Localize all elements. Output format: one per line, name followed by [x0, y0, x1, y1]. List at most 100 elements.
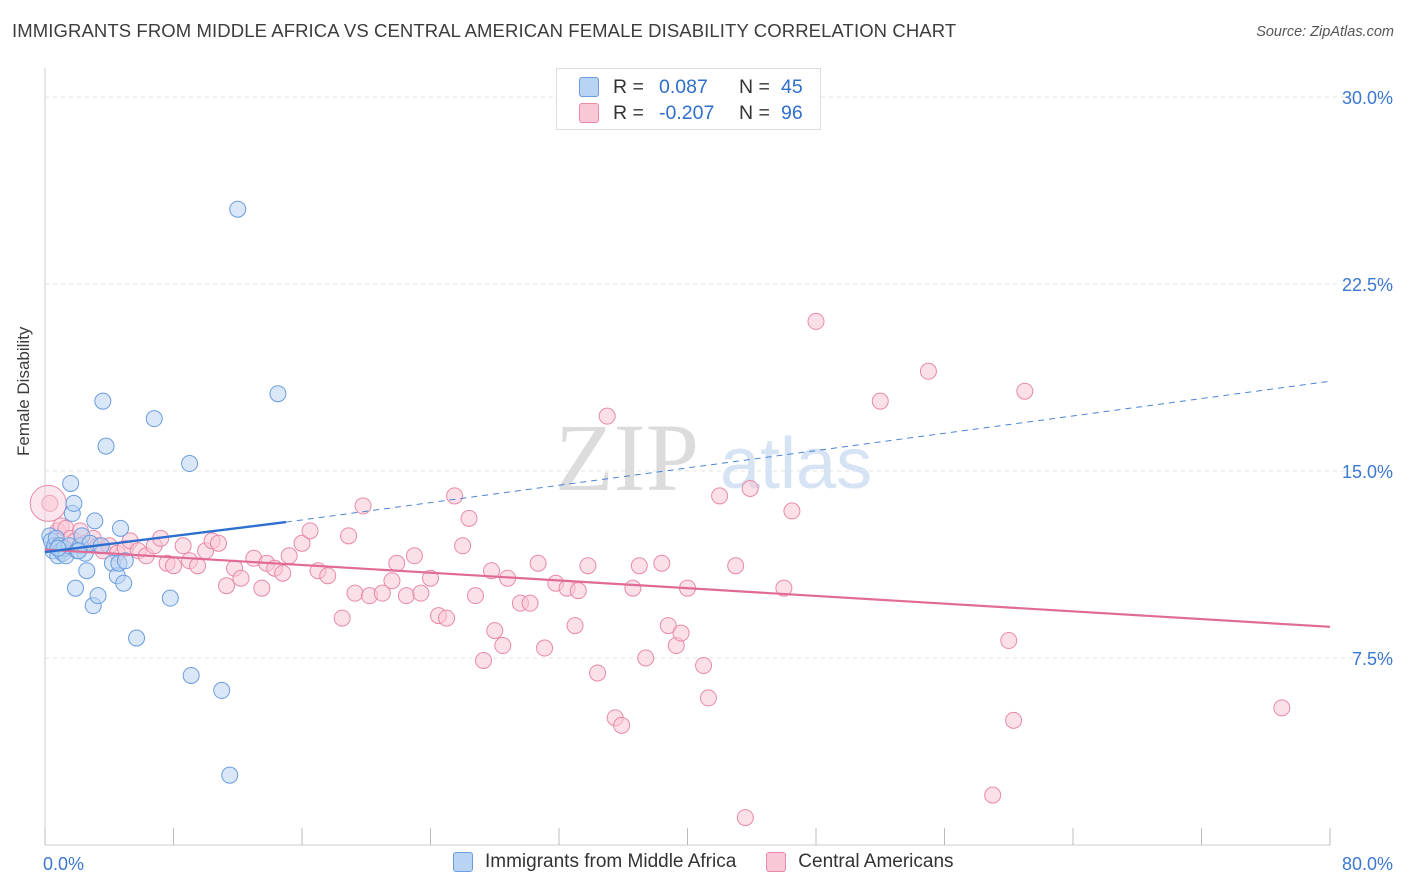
legend-swatch-blue	[453, 852, 473, 872]
n-label: N =	[739, 101, 770, 124]
x-tick-label: 0.0%	[43, 854, 84, 874]
data-point-central-americans	[984, 786, 1002, 804]
data-point-central-americans	[783, 502, 801, 520]
data-point-central-americans	[699, 689, 717, 707]
data-point-immigrants-middle-africa	[97, 437, 115, 455]
data-point-central-americans	[613, 716, 631, 734]
data-point-immigrants-middle-africa	[111, 519, 129, 537]
data-point-central-americans	[695, 656, 713, 674]
data-point-immigrants-middle-africa	[67, 579, 85, 597]
legend-label-blue: Immigrants from Middle Africa	[485, 851, 737, 872]
trend-line-immigrants-middle-africa	[44, 520, 287, 554]
n-value-blue: 45	[781, 75, 803, 98]
data-point-central-americans	[280, 547, 298, 565]
data-point-immigrants-middle-africa	[182, 666, 200, 684]
data-point-immigrants-middle-africa	[78, 562, 96, 580]
data-point-central-americans	[438, 609, 456, 627]
legend-swatch-pink	[766, 852, 787, 872]
r-value-pink: -0.207	[659, 101, 715, 124]
data-point-central-americans	[232, 569, 250, 587]
data-point-central-americans	[174, 537, 192, 555]
chart-title: IMMIGRANTS FROM MIDDLE AFRICA VS CENTRAL…	[12, 20, 957, 41]
data-point-central-americans	[412, 584, 430, 602]
r-label: R =	[613, 75, 644, 98]
r-label: R =	[613, 101, 644, 124]
trend-line-central-americans	[44, 548, 1331, 628]
gridlines	[45, 96, 1392, 659]
data-point-immigrants-middle-africa	[161, 589, 179, 607]
data-point-central-americans	[29, 484, 67, 522]
data-point-immigrants-middle-africa	[65, 494, 83, 512]
data-point-immigrants-middle-africa	[213, 681, 231, 699]
data-point-central-americans	[598, 407, 616, 425]
data-point-central-americans	[383, 572, 401, 590]
legend-row-pink: R = -0.207 N = 96	[579, 100, 803, 126]
data-point-central-americans	[494, 637, 512, 655]
legend-item-immigrants-middle-africa[interactable]: Immigrants from Middle Africa	[453, 851, 736, 873]
data-point-central-americans	[1000, 632, 1018, 650]
x-tick-label: 80.0%	[1342, 854, 1393, 874]
data-point-immigrants-middle-africa	[116, 552, 134, 570]
data-point-immigrants-middle-africa	[115, 574, 133, 592]
data-point-central-americans	[293, 534, 311, 552]
legend-item-central-americans[interactable]: Central Americans	[766, 851, 954, 873]
data-point-central-americans	[711, 487, 729, 505]
data-point-central-americans	[319, 567, 337, 585]
data-point-central-americans	[727, 557, 745, 575]
data-point-central-americans	[630, 557, 648, 575]
axes	[44, 68, 1331, 846]
data-point-central-americans	[41, 494, 59, 512]
data-point-central-americans	[589, 664, 607, 682]
data-point-central-americans	[333, 609, 351, 627]
data-point-central-americans	[736, 809, 754, 827]
data-point-central-americans	[579, 557, 597, 575]
data-point-immigrants-middle-africa	[49, 539, 67, 557]
data-point-central-americans	[1005, 711, 1023, 729]
data-point-central-americans	[653, 554, 671, 572]
data-point-immigrants-middle-africa	[229, 200, 247, 218]
data-point-central-americans	[301, 522, 319, 540]
y-tick-label: 30.0%	[1342, 88, 1393, 108]
data-point-immigrants-middle-africa	[128, 629, 146, 647]
data-point-central-americans	[569, 582, 587, 600]
data-point-central-americans	[253, 579, 271, 597]
data-point-central-americans	[529, 554, 547, 572]
correlation-legend: R = 0.087 N = 45 R = -0.207 N = 96	[556, 68, 821, 130]
data-point-central-americans	[346, 584, 364, 602]
legend-swatch-pink	[579, 103, 599, 123]
data-point-central-americans	[405, 547, 423, 565]
data-point-central-americans	[536, 639, 554, 657]
data-point-immigrants-middle-africa	[94, 392, 112, 410]
legend-swatch-blue	[579, 77, 599, 97]
data-point-central-americans	[373, 584, 391, 602]
data-point-central-americans	[209, 534, 227, 552]
y-tick-label: 22.5%	[1342, 275, 1393, 295]
data-point-central-americans	[807, 312, 825, 330]
series-immigrants-middle-africa	[41, 200, 287, 784]
data-point-central-americans	[871, 392, 889, 410]
data-point-central-americans	[486, 622, 504, 640]
data-point-central-americans	[1273, 699, 1291, 717]
data-point-central-americans	[218, 577, 236, 595]
data-point-central-americans	[672, 624, 690, 642]
source-note: Source: ZipAtlas.com	[1256, 24, 1394, 40]
data-point-immigrants-middle-africa	[145, 410, 163, 428]
y-tick-label: 7.5%	[1352, 649, 1393, 669]
series-legend: Immigrants from Middle Africa Central Am…	[453, 851, 984, 873]
data-point-immigrants-middle-africa	[62, 474, 80, 492]
data-point-central-americans	[566, 617, 584, 635]
data-point-central-americans	[165, 557, 182, 575]
data-point-central-americans	[454, 537, 472, 555]
data-point-central-americans	[624, 579, 642, 597]
data-point-immigrants-middle-africa	[89, 587, 107, 605]
n-label: N =	[739, 75, 770, 98]
data-point-central-americans	[466, 587, 484, 605]
data-point-immigrants-middle-africa	[269, 385, 287, 403]
r-value-blue: 0.087	[659, 75, 708, 98]
data-point-central-americans	[446, 487, 464, 505]
data-point-central-americans	[340, 527, 358, 545]
data-point-immigrants-middle-africa	[221, 766, 239, 784]
data-point-central-americans	[483, 562, 501, 580]
data-point-central-americans	[775, 579, 793, 597]
